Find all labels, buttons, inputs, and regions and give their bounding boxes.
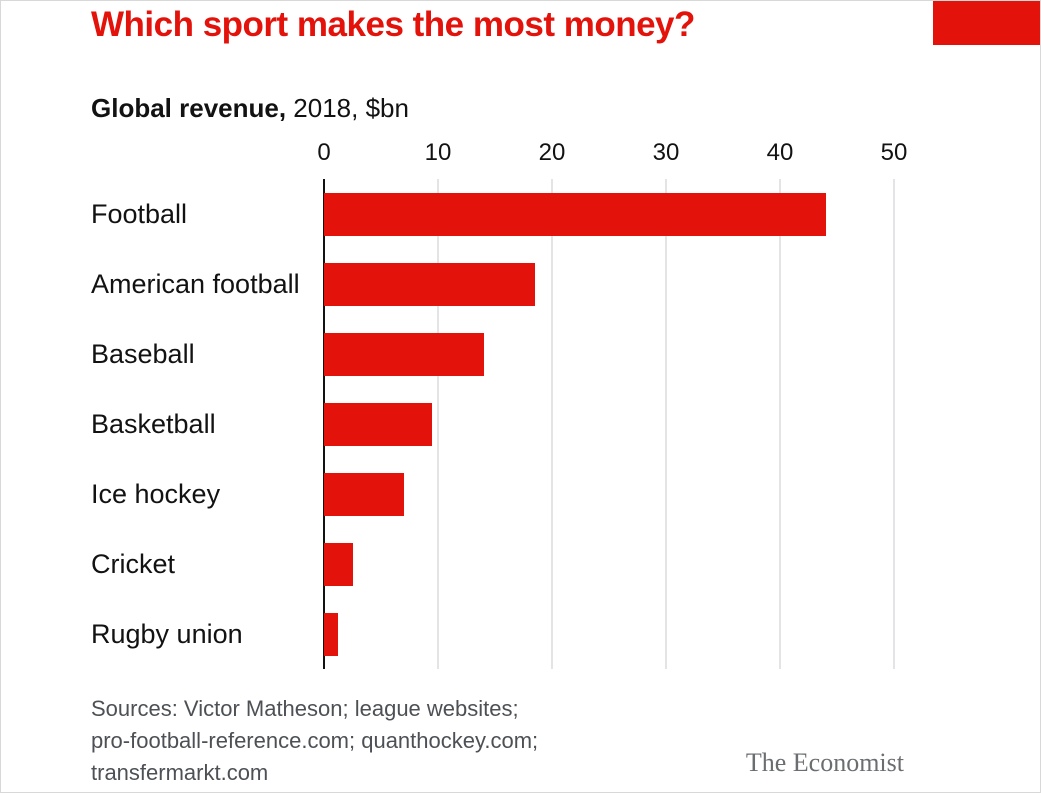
plot-area: Football American football Baseball Basketb… [91, 179, 906, 669]
bar-row: American football [91, 249, 906, 319]
chart-subtitle: Global revenue, 2018, $bn [91, 93, 409, 124]
bar-row: Baseball [91, 319, 906, 389]
bar-rows: Football American football Baseball Basketb… [91, 179, 906, 669]
bar [324, 542, 353, 586]
category-label: Baseball [91, 338, 195, 369]
bar-row: Football [91, 179, 906, 249]
bar-track [324, 472, 894, 516]
bar-row: Basketball [91, 389, 906, 459]
bar [324, 262, 535, 306]
bar-row: Rugby union [91, 599, 906, 669]
x-axis-ticks: 0 10 20 30 40 50 [317, 139, 907, 179]
subtitle-rest: 2018, $bn [286, 93, 409, 123]
bar-row: Ice hockey [91, 459, 906, 529]
x-axis-tick-label: 30 [652, 139, 680, 166]
x-axis-tick-label: 50 [880, 139, 908, 166]
sources-note: Sources: Victor Matheson; league website… [91, 693, 538, 789]
sources-line: transfermarkt.com [91, 760, 269, 785]
bar [324, 402, 433, 446]
gridline [665, 179, 667, 669]
bar [324, 612, 338, 656]
gridline [551, 179, 553, 669]
category-label: Ice hockey [91, 478, 221, 509]
category-label: Cricket [91, 548, 176, 579]
economist-wordmark: The Economist [745, 748, 904, 777]
subtitle-bold: Global revenue, [91, 93, 287, 123]
x-axis-tick-label: 40 [766, 139, 794, 166]
bar-track [324, 192, 894, 236]
bar-track [324, 402, 894, 446]
x-axis-tick-label: 0 [317, 139, 331, 166]
bar-track [324, 612, 894, 656]
category-label: Football [91, 198, 188, 229]
gridline [893, 179, 895, 669]
gridline [437, 179, 439, 669]
sources-line: Sources: Victor Matheson; league website… [91, 696, 519, 721]
category-label: Rugby union [91, 618, 243, 649]
bar-row: Cricket [91, 529, 906, 599]
bar [324, 472, 404, 516]
category-label: Basketball [91, 408, 216, 439]
chart-title: Which sport makes the most money? [91, 5, 695, 44]
sources-line: pro-football-reference.com; quanthockey.… [91, 728, 539, 753]
bar [324, 192, 826, 236]
x-axis-tick-label: 20 [538, 139, 566, 166]
bar-track [324, 262, 894, 306]
bar-track [324, 542, 894, 586]
gridline [779, 179, 781, 669]
bar [324, 332, 484, 376]
bar-chart: 0 10 20 30 40 50 Football American football Bas… [91, 139, 907, 669]
bar-track [324, 332, 894, 376]
category-label: American football [91, 268, 300, 299]
x-axis-tick-label: 10 [424, 139, 452, 166]
economist-red-rectangle [933, 1, 1040, 45]
